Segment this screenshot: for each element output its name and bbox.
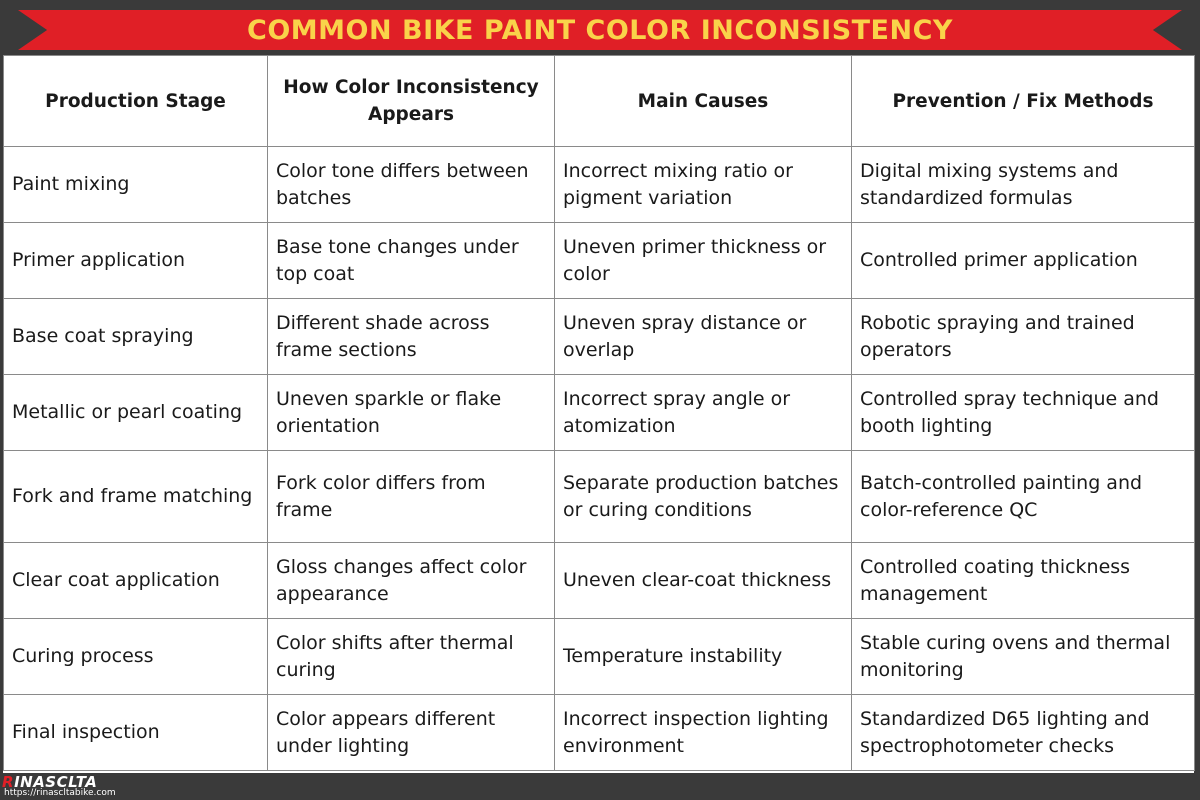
column-header-appearance: How Color Inconsistency Appears [267,55,555,147]
cell-causes: Uneven clear-coat thickness [554,542,852,619]
cell-stage: Curing process [3,618,268,695]
cell-causes: Incorrect spray angle or atomization [554,374,852,451]
cell-stage: Paint mixing [3,146,268,223]
table-row: Fork and frame matching Fork color diffe… [3,450,1195,543]
cell-causes: Temperature instability [554,618,852,695]
cell-causes: Incorrect inspection lighting environmen… [554,694,852,771]
table-row: Base coat spraying Different shade acros… [3,298,1195,375]
brand-logo: RINASCLTA [2,773,98,791]
table-row: Curing process Color shifts after therma… [3,618,1195,695]
header-row: Production Stage How Color Inconsistency… [3,55,1195,147]
cell-appearance: Gloss changes affect color appearance [267,542,555,619]
logo-text: INASCLTA [14,773,98,791]
title-banner: COMMON BIKE PAINT COLOR INCONSISTENCY [18,10,1182,50]
column-header-stage: Production Stage [3,55,268,147]
cell-appearance: Uneven sparkle or flake orientation [267,374,555,451]
cell-appearance: Color appears different under lighting [267,694,555,771]
cell-prevention: Digital mixing systems and standardized … [851,146,1195,223]
column-header-prevention: Prevention / Fix Methods [851,55,1195,147]
table-row: Primer application Base tone changes und… [3,222,1195,299]
cell-causes: Incorrect mixing ratio or pigment variat… [554,146,852,223]
cell-stage: Clear coat application [3,542,268,619]
cell-prevention: Batch-controlled painting and color-refe… [851,450,1195,543]
table-row: Clear coat application Gloss changes aff… [3,542,1195,619]
table-row: Final inspection Color appears different… [3,694,1195,771]
cell-causes: Uneven spray distance or overlap [554,298,852,375]
cell-stage: Fork and frame matching [3,450,268,543]
table-row: Paint mixing Color tone differs between … [3,146,1195,223]
cell-stage: Final inspection [3,694,268,771]
site-url: https://rinascltabike.com [4,788,116,798]
table-row: Metallic or pearl coating Uneven sparkle… [3,374,1195,451]
cell-appearance: Color shifts after thermal curing [267,618,555,695]
column-header-causes: Main Causes [554,55,852,147]
cell-prevention: Robotic spraying and trained operators [851,298,1195,375]
comparison-table: Production Stage How Color Inconsistency… [3,55,1195,771]
cell-stage: Base coat spraying [3,298,268,375]
cell-appearance: Fork color differs from frame [267,450,555,543]
cell-prevention: Controlled spray technique and booth lig… [851,374,1195,451]
table-container: Production Stage How Color Inconsistency… [3,55,1195,773]
cell-stage: Primer application [3,222,268,299]
cell-prevention: Standardized D65 lighting and spectropho… [851,694,1195,771]
logo-accent-letter: R [2,773,15,791]
cell-appearance: Base tone changes under top coat [267,222,555,299]
cell-prevention: Controlled primer application [851,222,1195,299]
title-banner-area: COMMON BIKE PAINT COLOR INCONSISTENCY [0,0,1200,54]
cell-causes: Uneven primer thickness or color [554,222,852,299]
footer: RINASCLTA https://rinascltabike.com [0,774,1200,800]
cell-prevention: Stable curing ovens and thermal monitori… [851,618,1195,695]
cell-stage: Metallic or pearl coating [3,374,268,451]
cell-causes: Separate production batches or curing co… [554,450,852,543]
cell-prevention: Controlled coating thickness management [851,542,1195,619]
cell-appearance: Color tone differs between batches [267,146,555,223]
cell-appearance: Different shade across frame sections [267,298,555,375]
page-title: COMMON BIKE PAINT COLOR INCONSISTENCY [247,14,953,46]
